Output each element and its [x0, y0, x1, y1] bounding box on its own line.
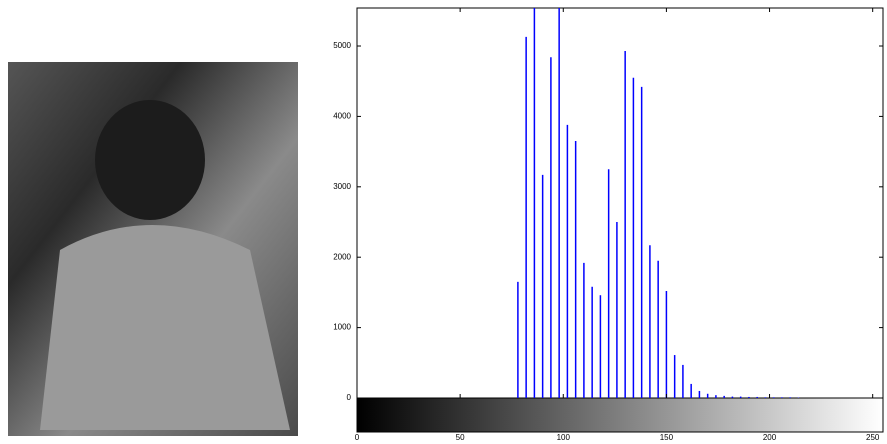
plot-area — [517, 8, 800, 398]
y-tick-label: 5000 — [333, 41, 351, 50]
y-tick-label: 0 — [347, 393, 352, 402]
y-tick-label: 4000 — [333, 112, 351, 121]
x-tick-label: 250 — [866, 433, 880, 442]
y-tick-label: 3000 — [333, 182, 351, 191]
colorbar — [356, 397, 884, 433]
x-tick-label: 150 — [660, 433, 674, 442]
y-tick-label: 1000 — [333, 323, 351, 332]
x-tick-label: 0 — [355, 433, 360, 442]
y-tick-label: 2000 — [333, 252, 351, 261]
x-tick-label: 100 — [557, 433, 571, 442]
image-detail — [40, 225, 290, 430]
image-detail — [95, 100, 205, 220]
x-tick-label: 50 — [456, 433, 465, 442]
axes — [356, 7, 884, 399]
x-tick-label: 200 — [763, 433, 777, 442]
